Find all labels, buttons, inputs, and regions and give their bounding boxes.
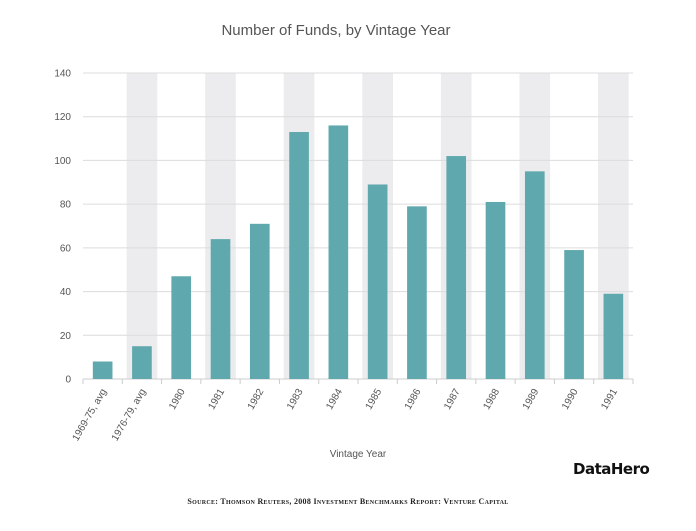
y-tick-label: 0 xyxy=(65,375,71,386)
x-tick-label: 1980 xyxy=(167,387,188,412)
y-tick-label: 60 xyxy=(60,243,72,254)
y-tick-label: 140 xyxy=(54,69,71,80)
bar xyxy=(564,250,584,379)
chart-title: Number of Funds, by Vintage Year xyxy=(221,22,450,39)
y-tick-label: 100 xyxy=(54,156,71,167)
bars xyxy=(92,125,624,379)
x-tick-label: 1991 xyxy=(599,387,620,412)
x-tick-label: 1984 xyxy=(324,387,345,412)
x-tick-label: 1981 xyxy=(206,387,227,412)
source-note: Source: Thomson Reuters, 2008 Investment… xyxy=(187,497,509,506)
bar xyxy=(249,223,270,379)
x-tick-label: 1983 xyxy=(285,387,306,412)
x-tick-label: 1969-75, avg xyxy=(71,387,110,443)
bar xyxy=(210,239,231,379)
bar xyxy=(603,293,624,379)
bar xyxy=(289,132,309,379)
x-tick-label: 1988 xyxy=(481,387,502,412)
bar xyxy=(446,156,467,379)
bar xyxy=(407,206,427,379)
gridlines xyxy=(83,72,633,380)
bar xyxy=(328,125,349,379)
x-tick-label: 1990 xyxy=(560,387,581,412)
x-tick-label: 1989 xyxy=(521,387,542,412)
y-axis-ticks: 0 20 40 60 80 100 120 140 xyxy=(54,69,71,386)
bar xyxy=(524,171,545,379)
x-tick-label: 1976-79, avg xyxy=(110,387,149,443)
y-tick-label: 80 xyxy=(60,200,72,211)
x-axis-label: Vintage Year xyxy=(330,449,387,460)
brand-logo: DataHero xyxy=(573,460,650,478)
bar-chart: Number of Funds, by Vintage Year 0 20 40 60… xyxy=(54,22,634,460)
y-tick-label: 120 xyxy=(54,112,71,123)
x-axis-ticks: 1969-75, avg 1976-79, avg 1980 1981 1982 1983… xyxy=(71,379,634,443)
bar xyxy=(367,184,388,379)
x-tick-label: 1985 xyxy=(364,387,385,412)
bar xyxy=(485,201,506,379)
bar xyxy=(171,276,192,379)
y-tick-label: 40 xyxy=(60,287,72,298)
y-tick-label: 20 xyxy=(60,331,72,342)
x-tick-label: 1986 xyxy=(403,387,424,412)
x-tick-label: 1982 xyxy=(246,387,267,412)
background-band xyxy=(126,73,158,379)
bar xyxy=(92,361,113,379)
x-tick-label: 1987 xyxy=(442,387,463,412)
bar xyxy=(132,346,152,379)
